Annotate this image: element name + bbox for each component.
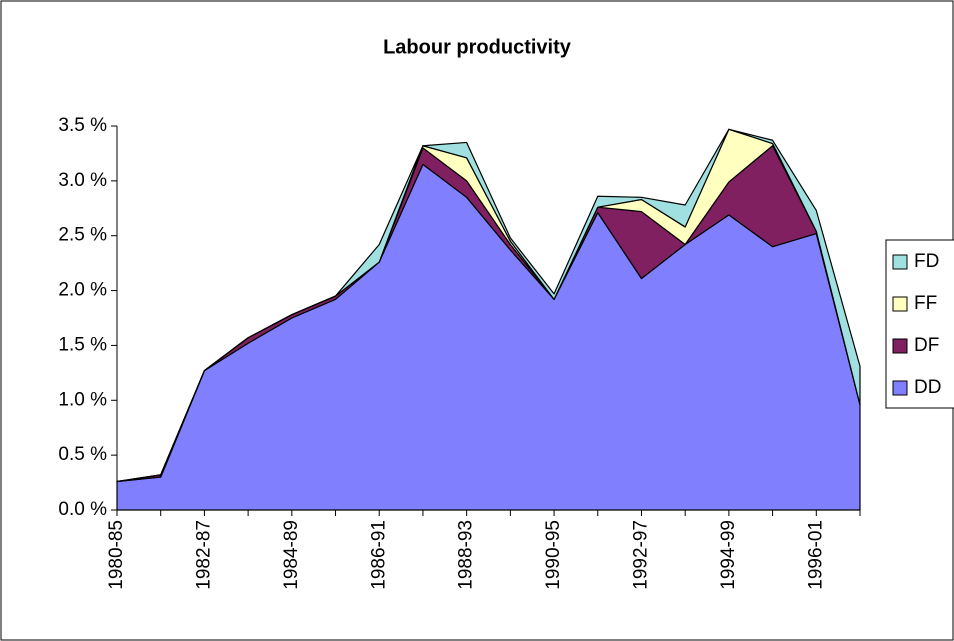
legend-label: FF (914, 293, 937, 314)
x-tick-label: 1990-95 (543, 520, 564, 590)
x-tick-label: 1992-97 (630, 520, 651, 590)
chart-title: Labour productivity (383, 36, 572, 58)
x-tick-label: 1982-87 (193, 520, 214, 590)
legend-swatch (892, 380, 908, 396)
legend-swatch (892, 254, 908, 270)
y-tick-label: 0.0 % (58, 499, 107, 520)
y-tick-label: 3.5 % (58, 115, 107, 136)
x-tick-label: 1994-99 (718, 520, 739, 590)
y-tick-label: 1.0 % (58, 389, 107, 410)
x-tick-label: 1980-85 (106, 520, 127, 590)
legend-label: DD (914, 377, 941, 398)
area (116, 128, 861, 483)
y-tick-label: 2.5 % (58, 225, 107, 246)
x-tick-label: 1988-93 (456, 520, 477, 590)
x-tick-label: 1986-91 (368, 520, 389, 590)
legend: FD FF DF DD (885, 239, 954, 409)
legend-swatch (892, 338, 908, 354)
y-tick-label: 0.5 % (58, 444, 107, 465)
legend-label: FD (914, 251, 939, 272)
x-tick-label: 1996-01 (805, 520, 826, 590)
x-tick-label: 1984-89 (281, 520, 302, 590)
y-tick-label: 3.0 % (58, 170, 107, 191)
legend-swatch (892, 296, 908, 312)
legend-label: DF (914, 335, 939, 356)
y-tick-label: 1.5 % (58, 334, 107, 355)
y-tick-label: 2.0 % (58, 280, 107, 301)
